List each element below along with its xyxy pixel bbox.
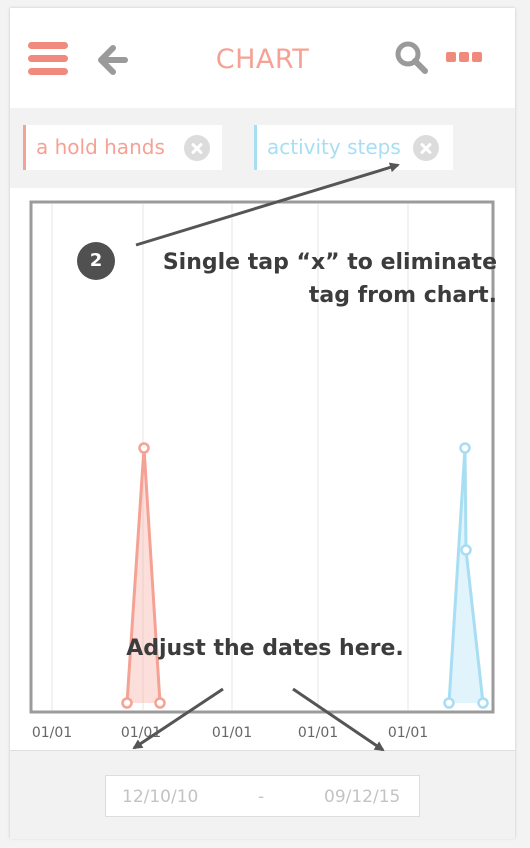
hamburger-menu-icon[interactable] — [28, 42, 68, 76]
tag-label: a hold hands — [36, 135, 165, 159]
date-separator: - — [258, 787, 265, 807]
series-area — [127, 448, 160, 703]
tap-hint-line1: Single tap “x” to eliminate — [162, 250, 497, 275]
tag-strip: a hold hands activity steps — [10, 108, 515, 188]
tap-hint-text: Single tap “x” to eliminate tag from cha… — [110, 246, 497, 312]
app-header: CHART — [10, 8, 515, 108]
data-point[interactable] — [460, 544, 472, 556]
data-point[interactable] — [459, 442, 471, 454]
x-tick-label: 01/01 — [388, 725, 428, 741]
tag-label: activity steps — [267, 135, 401, 159]
data-point[interactable] — [138, 442, 150, 454]
date-range-picker: 12/10/10 - 09/12/15 — [105, 775, 420, 817]
x-tick-label: 01/01 — [32, 725, 72, 741]
x-tick-label: 01/01 — [212, 725, 252, 741]
start-date-field[interactable]: 12/10/10 — [122, 787, 199, 807]
data-point[interactable] — [443, 697, 455, 709]
series-line — [447, 447, 485, 704]
dates-hint-text: Adjust the dates here. — [126, 636, 404, 661]
date-range-footer: 12/10/10 - 09/12/15 — [10, 750, 515, 839]
remove-tag-icon[interactable] — [184, 135, 210, 161]
back-arrow-icon[interactable] — [96, 44, 128, 76]
search-icon[interactable] — [394, 40, 430, 76]
data-point[interactable] — [121, 697, 133, 709]
tag-chip-activity-steps[interactable]: activity steps — [254, 125, 453, 170]
remove-tag-icon[interactable] — [413, 135, 439, 161]
data-point[interactable] — [154, 697, 166, 709]
end-date-field[interactable]: 09/12/15 — [324, 787, 401, 807]
tag-chip-hold-hands[interactable]: a hold hands — [23, 125, 222, 170]
page-title: CHART — [215, 44, 310, 75]
data-point[interactable] — [477, 697, 489, 709]
x-tick-label: 01/01 — [121, 725, 161, 741]
tap-hint-line2: tag from chart. — [308, 283, 497, 308]
step-number-badge: 2 — [77, 242, 115, 280]
x-tick-label: 01/01 — [298, 725, 338, 741]
app-frame: CHART a hold hands activity steps 01/01 0… — [10, 8, 515, 839]
more-dots-icon[interactable] — [446, 52, 484, 66]
